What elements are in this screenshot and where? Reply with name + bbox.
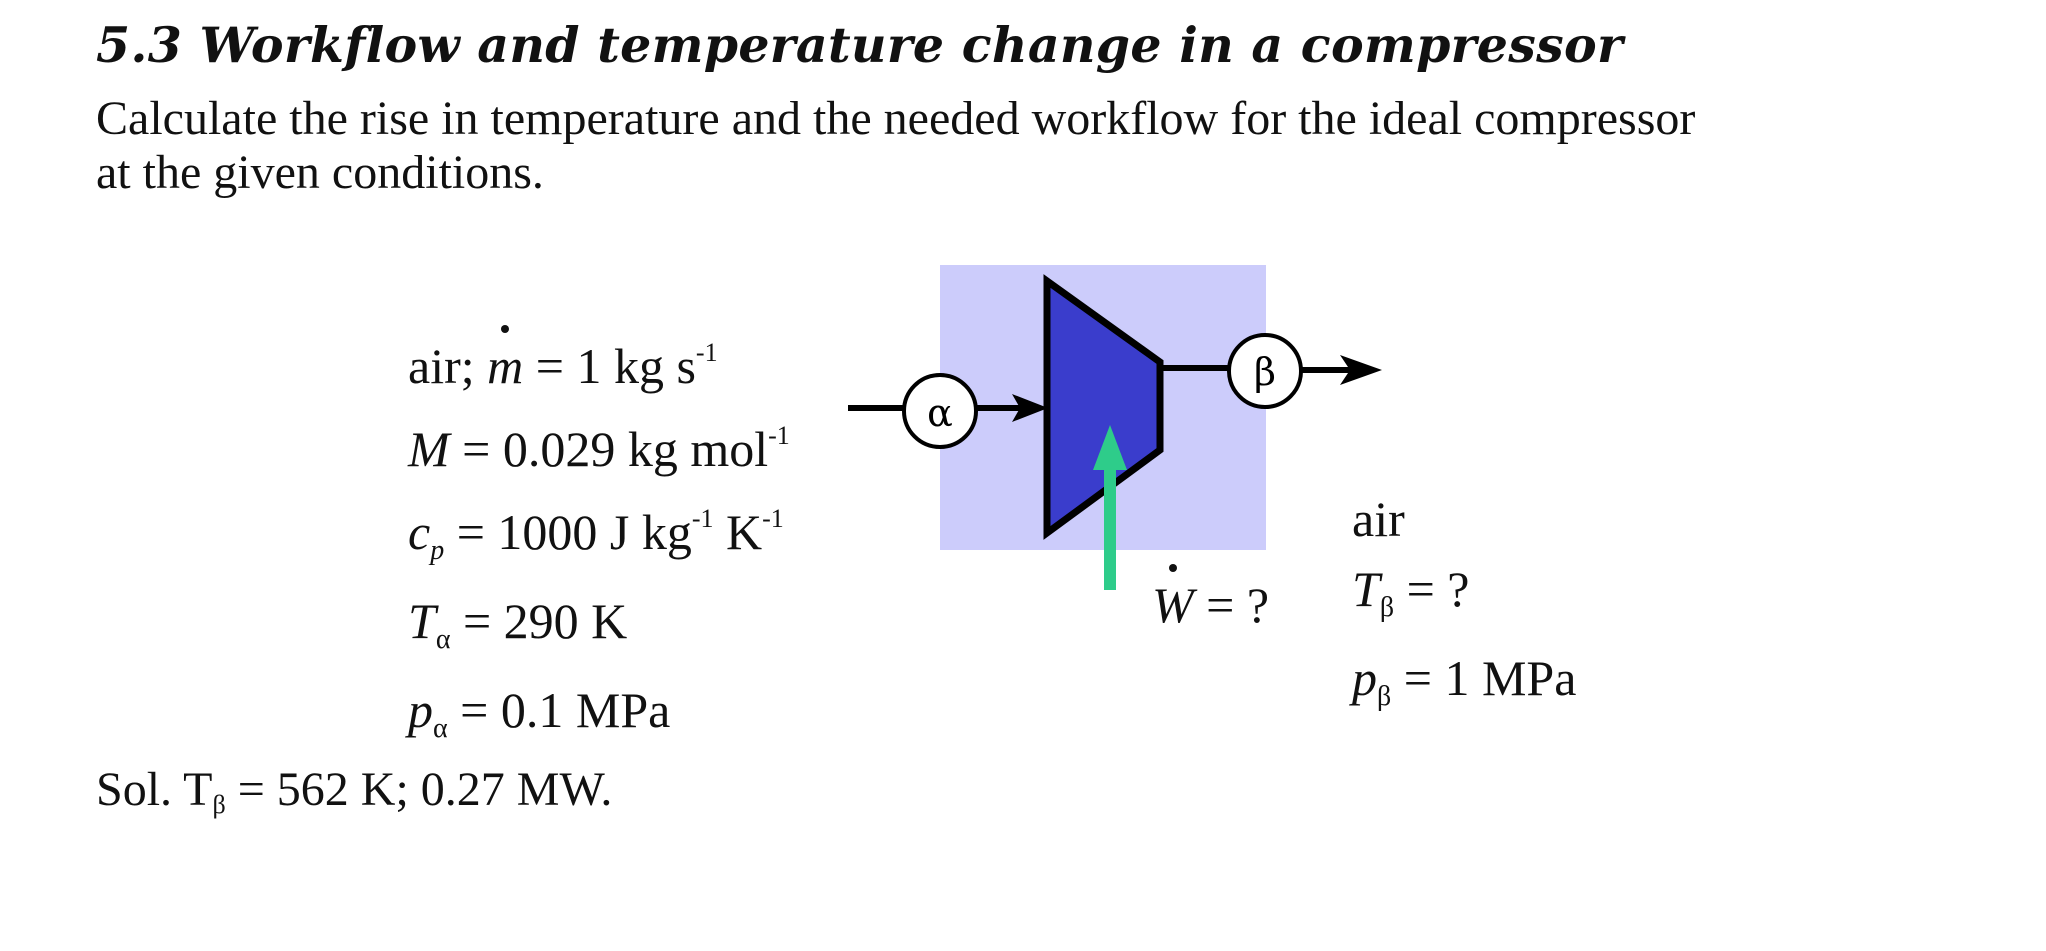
problem-statement-line-2: at the given conditions. — [96, 146, 544, 199]
outlet-temperature-value: = ? — [1406, 561, 1470, 617]
heat-capacity-subscript: p — [430, 535, 445, 566]
outlet-temperature-subscript: β — [1379, 592, 1395, 623]
problem-statement-line-1: Calculate the rise in temperature and th… — [96, 92, 1696, 145]
outlet-pressure-value: = 1 MPa — [1403, 650, 1577, 706]
molar-mass-exponent: -1 — [768, 421, 790, 450]
heat-capacity-value: = 1000 J kg — [456, 504, 692, 560]
inlet-pressure-symbol: p — [408, 682, 433, 738]
mass-flow-exponent: -1 — [695, 338, 718, 367]
molar-mass-symbol: M — [408, 421, 450, 477]
outlet-pressure-symbol: p — [1352, 650, 1377, 706]
work-value: = ? — [1206, 577, 1270, 633]
mass-flow-line: air; m = 1 kg s-1 — [408, 318, 790, 401]
work-label: W = ? — [1152, 564, 1270, 640]
inlet-temperature-value: = 290 K — [462, 593, 628, 649]
solution-prefix: Sol. T — [96, 763, 213, 816]
section-heading: 5.3 Workflow and temperature change in a… — [96, 16, 1624, 74]
heat-capacity-exponent-1: -1 — [691, 504, 714, 533]
outlet-fluid: air — [1352, 491, 1405, 547]
mass-flow-symbol: m — [487, 325, 523, 401]
inlet-fluid: air; — [408, 338, 475, 394]
outlet-temperature-symbol: T — [1352, 561, 1380, 617]
solution-subscript: β — [212, 790, 226, 819]
outlet-pressure-line: pβ = 1 MPa — [1352, 643, 1576, 732]
inlet-state-label: α — [927, 391, 953, 435]
heat-capacity-symbol: c — [408, 504, 431, 560]
heat-capacity-line: cp = 1000 J kg-1 K-1 — [408, 484, 790, 586]
solution-text: Sol. Tβ = 562 K; 0.27 MW. — [96, 760, 612, 835]
solution-rest: = 562 K; 0.27 MW. — [225, 763, 613, 816]
problem-statement: Calculate the rise in temperature and th… — [96, 92, 1976, 200]
outlet-conditions: air Tβ = ? pβ = 1 MPa — [1352, 484, 1576, 732]
molar-mass-line: M = 0.029 kg mol-1 — [408, 401, 790, 484]
inlet-pressure-subscript: α — [433, 713, 448, 744]
inlet-pressure-line: pα = 0.1 MPa — [408, 675, 790, 764]
heat-capacity-unit-2: K — [713, 504, 763, 560]
inlet-conditions: air; m = 1 kg s-1 M = 0.029 kg mol-1 cp … — [408, 318, 790, 764]
work-symbol: W — [1152, 564, 1194, 640]
work-arrowhead — [1093, 425, 1127, 470]
heat-capacity-exponent-2: -1 — [762, 504, 784, 533]
outlet-temperature-line: Tβ = ? — [1352, 554, 1576, 643]
inlet-temperature-line: Tα = 290 K — [408, 586, 790, 675]
inlet-pressure-value: = 0.1 MPa — [460, 682, 671, 738]
inlet-temperature-subscript: α — [435, 624, 451, 655]
outlet-pressure-subscript: β — [1377, 681, 1392, 712]
inlet-arrowhead — [1012, 394, 1048, 422]
molar-mass-value: = 0.029 kg mol — [462, 421, 769, 477]
inlet-temperature-symbol: T — [408, 593, 436, 649]
outlet-state-label: β — [1254, 350, 1276, 394]
outlet-arrowhead — [1340, 355, 1382, 385]
compressor-body — [1043, 274, 1164, 540]
mass-flow-value: = 1 kg s — [535, 338, 696, 394]
